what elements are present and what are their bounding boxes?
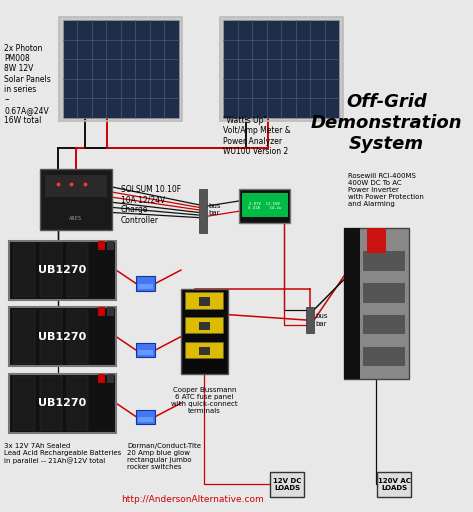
Bar (40, 169, 112, 230)
Bar (181, 289, 228, 374)
Text: 2x Photon
PM008
8W 12V
Solar Panels
in series
--
0.67A@24V
16W total: 2x Photon PM008 8W 12V Solar Panels in s… (4, 44, 51, 125)
Text: "Watt's Up"
Volt/Amp Meter &
Power Analyzer
WU100 Version 2: "Watt's Up" Volt/Amp Meter & Power Analy… (223, 116, 291, 156)
Bar (136, 343, 155, 357)
Text: ARES: ARES (70, 216, 82, 221)
Bar (98, 241, 105, 250)
Text: 2.07V  13.50V
0.41A    34.2w: 2.07V 13.50V 0.41A 34.2w (248, 202, 281, 210)
Text: 3x 12V 7Ah Sealed
Lead Acid Rechargeable Batteries
in parallel -- 21Ah@12V total: 3x 12V 7Ah Sealed Lead Acid Rechargeable… (4, 443, 122, 464)
Bar (107, 241, 114, 250)
Bar (223, 20, 340, 118)
Bar (9, 374, 116, 433)
Bar (363, 283, 405, 303)
Bar (62, 20, 179, 118)
Text: bus
bar: bus bar (209, 203, 221, 217)
Bar (136, 276, 155, 291)
Text: SOLSUM 10.10F
10A 12/24V
Charge
Controller: SOLSUM 10.10F 10A 12/24V Charge Controll… (121, 185, 181, 225)
Bar (67, 243, 88, 297)
Bar (185, 317, 223, 333)
Bar (59, 17, 182, 121)
Bar (363, 251, 405, 271)
Bar (40, 376, 61, 430)
Bar (344, 228, 409, 379)
Text: UB1270: UB1270 (38, 398, 87, 408)
Bar (9, 241, 116, 300)
Bar (13, 376, 35, 430)
Bar (9, 307, 116, 366)
Bar (220, 17, 343, 121)
Text: Dorman/Conduct-Tite
20 Amp blue glow
rectangular jumbo
rocker switches: Dorman/Conduct-Tite 20 Amp blue glow rec… (127, 443, 201, 470)
Bar (67, 310, 88, 364)
Bar (13, 310, 35, 364)
Text: http://AndersonAlternative.com: http://AndersonAlternative.com (121, 495, 263, 504)
Bar (344, 228, 360, 379)
Bar (199, 297, 210, 306)
Text: UB1270: UB1270 (38, 265, 87, 275)
Bar (185, 292, 223, 309)
Bar (242, 193, 288, 217)
Bar (59, 17, 182, 121)
Text: Cooper Bussmann
6 ATC fuse panel
with quick-connect
terminals: Cooper Bussmann 6 ATC fuse panel with qu… (171, 387, 237, 414)
Text: 120V AC
LOADS: 120V AC LOADS (378, 478, 411, 491)
Bar (138, 350, 153, 355)
Bar (107, 307, 114, 316)
Bar (136, 410, 155, 424)
Bar (199, 189, 207, 233)
Bar (377, 472, 411, 497)
Bar (40, 310, 61, 364)
Bar (185, 342, 223, 358)
Bar (199, 322, 210, 330)
Text: bus
bar: bus bar (315, 313, 328, 327)
Text: Off-Grid
Demonstration
System: Off-Grid Demonstration System (311, 93, 462, 153)
Text: 12V DC
LOADS: 12V DC LOADS (273, 478, 301, 491)
Bar (270, 472, 304, 497)
Bar (44, 175, 107, 197)
Bar (363, 315, 405, 334)
Bar (367, 228, 386, 253)
Bar (199, 347, 210, 355)
Bar (363, 347, 405, 366)
Bar (107, 374, 114, 383)
Bar (138, 417, 153, 422)
Text: Rosewill RCI-400MS
400W DC To AC
Power Inverter
with Power Protection
and Alarmi: Rosewill RCI-400MS 400W DC To AC Power I… (349, 174, 424, 207)
Bar (98, 307, 105, 316)
Bar (98, 374, 105, 383)
Bar (40, 243, 61, 297)
Bar (306, 307, 314, 333)
Bar (13, 243, 35, 297)
Bar (67, 376, 88, 430)
Text: UB1270: UB1270 (38, 332, 87, 342)
Bar (220, 17, 343, 121)
Bar (138, 284, 153, 289)
Bar (239, 189, 290, 223)
